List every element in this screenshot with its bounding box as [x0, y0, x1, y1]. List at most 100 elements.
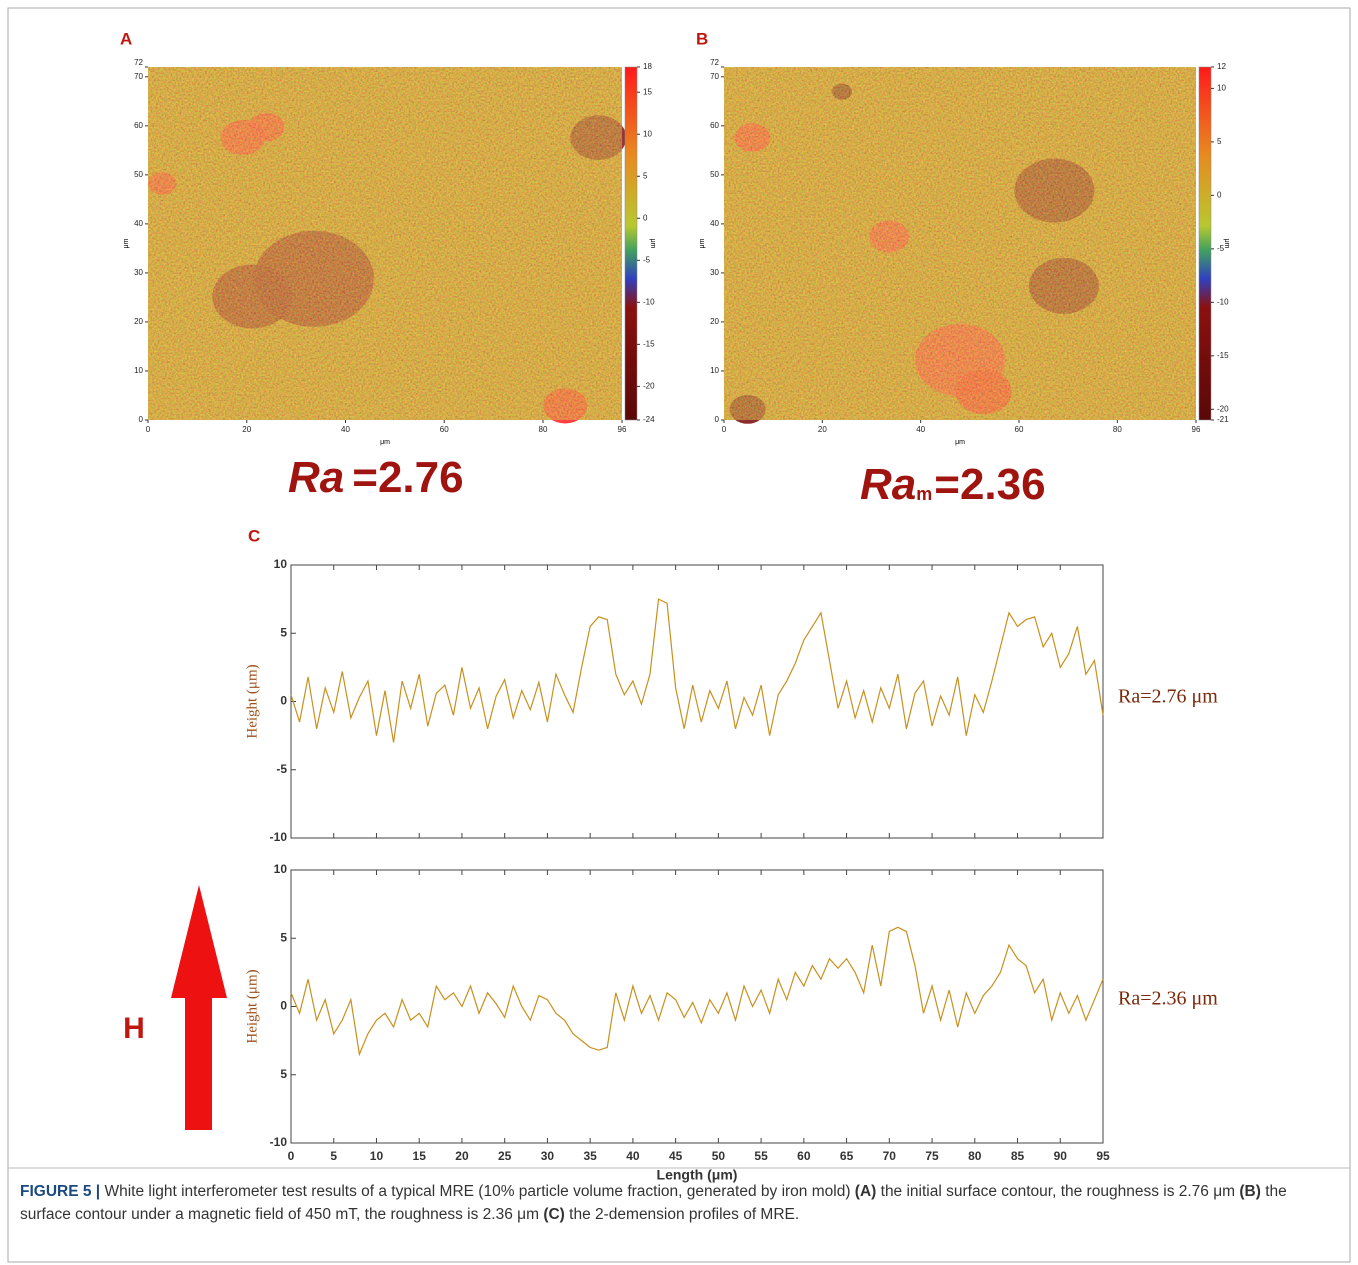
x-tick-label: 40	[626, 1149, 640, 1163]
colorbar-tick-label: 5	[643, 171, 648, 180]
x-tick-label: 20	[242, 425, 251, 434]
colorbar-tick-label: -15	[1217, 351, 1229, 360]
field-label: H	[123, 1012, 145, 1045]
y-tick-label: 20	[134, 317, 143, 326]
y-tick-label: 50	[134, 170, 143, 179]
colorbar-tick-label: -21	[1217, 415, 1229, 424]
x-tick-label: 15	[413, 1149, 427, 1163]
x-tick-label: 96	[1192, 425, 1201, 434]
figure-frame	[7, 7, 1351, 1263]
panel-label: C	[248, 526, 260, 545]
y-tick-label: 10	[710, 366, 719, 375]
x-tick-label: 0	[146, 425, 151, 434]
x-tick-label: 25	[498, 1149, 512, 1163]
x-tick-label: 70	[883, 1149, 897, 1163]
y-tick-label: 70	[710, 72, 719, 81]
y-tick-label: 60	[710, 121, 719, 130]
x-tick-label: 40	[916, 425, 925, 434]
x-tick-label: 80	[1113, 425, 1122, 434]
profile-line	[290, 926, 1104, 1057]
y-axis-label: μm	[699, 238, 706, 248]
y-tick-label: 40	[134, 219, 143, 228]
roughness-value: =2.36	[934, 460, 1045, 509]
plot-frame	[290, 869, 1104, 1144]
y-tick-label: 0	[715, 415, 720, 424]
caption-segment: the surface contour under a magnetic fie…	[20, 1183, 1287, 1223]
x-tick-label: 20	[818, 425, 827, 434]
x-axis-label: μm	[380, 439, 390, 446]
x-axis-label: μm	[955, 439, 965, 446]
y-tick-label: 60	[134, 121, 143, 130]
x-tick-label: 5	[330, 1149, 337, 1163]
x-tick-label: 20	[455, 1149, 469, 1163]
y-tick-label: 30	[710, 268, 719, 277]
x-tick-label: 85	[1011, 1149, 1025, 1163]
y-tick-label: -10	[270, 1135, 288, 1149]
x-tick-label: 35	[583, 1149, 597, 1163]
x-tick-label: 55	[754, 1149, 768, 1163]
y-tick-label: 0	[139, 415, 144, 424]
y-tick-label: 20	[710, 317, 719, 326]
x-tick-label: 80	[539, 425, 548, 434]
colorbar-tick-label: 5	[1217, 137, 1222, 146]
y-tick-label: 50	[710, 170, 719, 179]
caption-segment: (B)	[1239, 1183, 1261, 1200]
x-tick-label: 30	[541, 1149, 555, 1163]
y-tick-label: 10	[274, 862, 288, 876]
roughness-label: Ra =2.76	[288, 453, 464, 502]
x-tick-label: 60	[440, 425, 449, 434]
colorbar-tick-label: 0	[1217, 190, 1222, 199]
x-tick-label: 0	[288, 1149, 295, 1163]
x-tick-label: 60	[1015, 425, 1024, 434]
y-tick-label: 0	[280, 999, 287, 1013]
colorbar-tick-label: -5	[1217, 244, 1225, 253]
x-tick-label: 65	[840, 1149, 854, 1163]
x-tick-label: 60	[797, 1149, 811, 1163]
colorbar-tick-label: 0	[643, 213, 648, 222]
colorbar-label: μm	[649, 239, 656, 249]
x-tick-label: 45	[669, 1149, 683, 1163]
caption-segment: (C)	[543, 1206, 565, 1223]
colorbar-tick-label: -10	[643, 297, 655, 306]
y-axis-label: Height (μm)	[244, 969, 260, 1043]
surface-texture	[724, 67, 1196, 420]
x-tick-label: 10	[370, 1149, 384, 1163]
caption-segment: White light interferometer test results …	[100, 1183, 855, 1200]
y-tick-label: 5	[280, 1067, 287, 1081]
x-tick-label: 96	[618, 425, 627, 434]
y-tick-label: 5	[280, 625, 287, 639]
y-tick-label: 30	[134, 268, 143, 277]
y-tick-label: 72	[134, 58, 143, 67]
roughness-value: =2.76	[352, 453, 463, 502]
caption-segment: (A)	[854, 1183, 877, 1200]
x-tick-label: 80	[968, 1149, 982, 1163]
y-tick-label: -5	[276, 762, 287, 776]
caption-segment: the initial surface contour, the roughne…	[876, 1183, 1240, 1200]
colorbar-tick-label: 18	[643, 62, 652, 71]
colorbar-tick-label: -20	[643, 381, 655, 390]
roughness-symbol: Ra	[860, 460, 916, 509]
y-tick-label: 40	[710, 219, 719, 228]
surface-texture	[148, 67, 622, 420]
colorbar	[1198, 66, 1212, 421]
caption: FIGURE 5 | White light interferometer te…	[20, 1180, 1340, 1226]
colorbar-label: μm	[1223, 239, 1230, 249]
panel-label: A	[120, 29, 132, 48]
colorbar-tick-label: 15	[643, 87, 652, 96]
x-tick-label: 0	[722, 425, 727, 434]
profile-line	[290, 598, 1104, 743]
y-tick-label: 10	[134, 366, 143, 375]
roughness-label: Ram=2.36	[860, 460, 1046, 509]
colorbar-tick-label: 10	[1217, 84, 1226, 93]
colorbar-tick-label: -15	[643, 339, 655, 348]
x-tick-label: 90	[1054, 1149, 1068, 1163]
caption-segment: the 2-demension profiles of MRE.	[564, 1206, 800, 1223]
x-tick-label: 75	[925, 1149, 939, 1163]
y-tick-label: 10	[274, 557, 288, 571]
y-axis-label: Height (μm)	[244, 664, 260, 738]
panel-label: B	[696, 29, 708, 48]
field-arrow	[171, 885, 227, 1130]
y-axis-label: μm	[123, 238, 130, 248]
colorbar-tick-label: -10	[1217, 297, 1229, 306]
